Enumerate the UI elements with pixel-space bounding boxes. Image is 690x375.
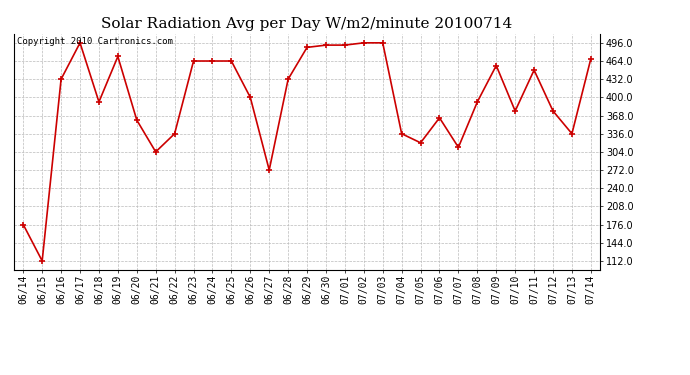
Text: Copyright 2010 Cartronics.com: Copyright 2010 Cartronics.com xyxy=(17,37,172,46)
Title: Solar Radiation Avg per Day W/m2/minute 20100714: Solar Radiation Avg per Day W/m2/minute … xyxy=(101,17,513,31)
